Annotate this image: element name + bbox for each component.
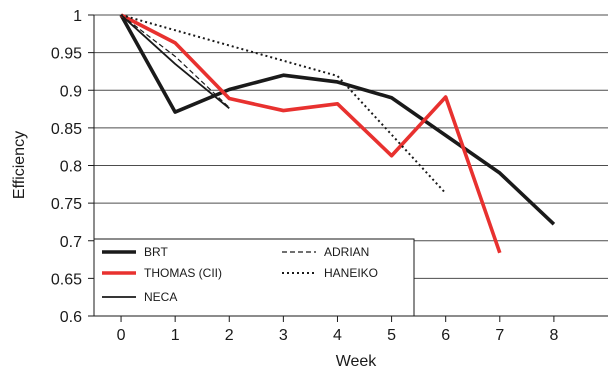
y-tick-label: 0.9 (60, 83, 82, 100)
legend-label: BRT (144, 245, 168, 259)
y-tick-label: 0.6 (60, 309, 82, 326)
x-tick-label: 5 (387, 327, 396, 344)
series-line-neca (120, 14, 230, 110)
series-line-haneiko (120, 14, 447, 195)
legend-label: NECA (144, 290, 177, 304)
series-line-thomas-cii (120, 13, 502, 254)
y-tick-label: 0.85 (51, 121, 82, 138)
y-tick-label: 0.95 (51, 46, 82, 63)
y-tick-label: 0.7 (60, 234, 82, 251)
y-tick-label: 0.75 (51, 196, 82, 213)
x-tick-label: 0 (117, 327, 126, 344)
x-tick-label: 6 (441, 327, 450, 344)
series-line-adrian (120, 14, 230, 108)
series-line-brt (119, 14, 556, 226)
x-tick-label: 1 (171, 327, 180, 344)
x-tick-label: 7 (495, 327, 504, 344)
x-tick-label: 3 (279, 327, 288, 344)
legend-label: THOMAS (CII) (144, 266, 222, 280)
x-axis-title: Week (336, 353, 378, 370)
y-tick-label: 0.8 (60, 159, 82, 176)
legend-label: HANEIKO (324, 266, 378, 280)
x-tick-label: 8 (549, 327, 558, 344)
y-axis-title: Efficiency (11, 131, 28, 199)
x-tick-label: 2 (225, 327, 234, 344)
y-tick-label: 0.65 (51, 271, 82, 288)
legend-label: ADRIAN (324, 245, 369, 259)
legend-box (93, 238, 415, 317)
x-tick-label: 4 (333, 327, 342, 344)
y-tick-label: 1 (73, 8, 82, 25)
